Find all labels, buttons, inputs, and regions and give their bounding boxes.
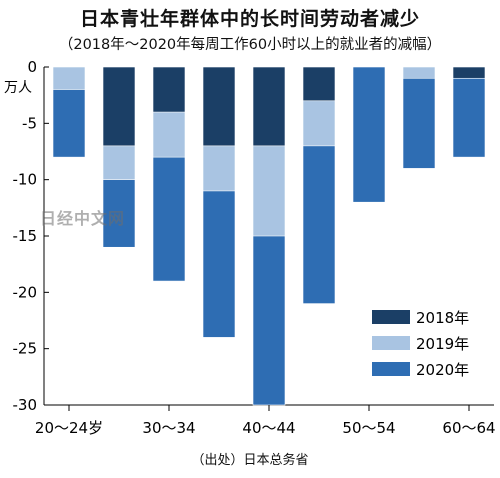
bar xyxy=(52,66,86,90)
legend-label: 2018年 xyxy=(416,309,469,327)
y-tick-label: -25 xyxy=(13,340,38,358)
x-tick-label: 20～24岁 xyxy=(35,419,103,437)
chart-subtitle: （2018年～2020年每周工作60小时以上的就业者的减幅） xyxy=(58,37,442,53)
chart-title: 日本青壮年群体中的长时间劳动者减少 xyxy=(79,8,420,30)
x-tick-label: 30～34 xyxy=(142,419,195,437)
y-tick-label: -30 xyxy=(13,396,38,414)
legend-label: 2020年 xyxy=(416,361,469,379)
x-tick-label: 40～44 xyxy=(242,419,295,437)
legend-label: 2019年 xyxy=(416,335,469,353)
x-tick-label: 60～64 xyxy=(442,419,495,437)
bar xyxy=(402,66,436,169)
bar xyxy=(302,66,336,102)
y-tick-label: -15 xyxy=(13,227,38,245)
bar xyxy=(452,66,486,79)
bar xyxy=(452,66,486,158)
legend-swatch xyxy=(372,310,410,324)
y-tick-label: -10 xyxy=(13,171,38,189)
bar xyxy=(252,66,286,147)
legend-swatch xyxy=(372,362,410,376)
y-axis-unit: 万人 xyxy=(4,80,32,96)
source-note: （出处）日本总务省 xyxy=(191,453,309,468)
watermark: 日经中文网 xyxy=(40,209,126,228)
bar xyxy=(152,66,186,113)
x-tick-label: 50～54 xyxy=(342,419,395,437)
y-tick-label: -5 xyxy=(22,114,37,132)
legend-swatch xyxy=(372,336,410,350)
y-tick-label: 0 xyxy=(27,58,37,76)
bar xyxy=(202,66,236,147)
bar xyxy=(102,66,136,147)
bar xyxy=(352,66,386,203)
bar xyxy=(402,66,436,79)
y-tick-label: -20 xyxy=(13,283,38,301)
